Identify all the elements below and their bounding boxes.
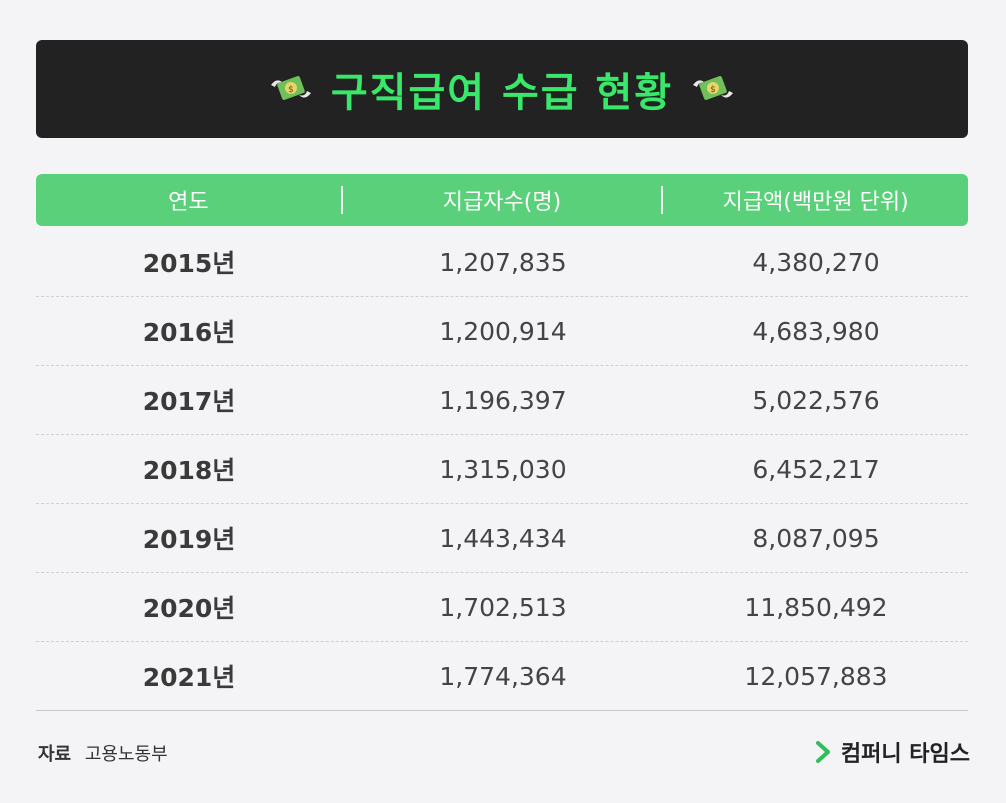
amount-cell: 8,087,095 (752, 523, 880, 553)
year-cell: 2018년 (142, 456, 236, 485)
year-cell: 2020년 (142, 594, 236, 623)
table-row: 2015년 1,207,835 4,380,270 (36, 228, 968, 297)
count-cell: 1,443,434 (439, 523, 567, 553)
table-row: 2019년 1,443,434 8,087,095 (36, 504, 968, 573)
svg-text:$: $ (288, 85, 294, 95)
count-cell: 1,196,397 (439, 385, 567, 415)
table-row: 2017년 1,196,397 5,022,576 (36, 366, 968, 435)
source-note: 자료 고용노동부 (38, 740, 168, 766)
table-row: 2020년 1,702,513 11,850,492 (36, 573, 968, 642)
count-cell: 1,774,364 (439, 661, 567, 691)
column-header-year: 연도 (168, 190, 209, 215)
count-cell: 1,207,835 (439, 247, 567, 277)
year-cell: 2016년 (142, 318, 236, 347)
count-cell: 1,315,030 (439, 454, 567, 484)
chevron-right-icon (815, 741, 830, 763)
column-header-amount: 지급액(백만원 단위) (722, 190, 909, 215)
title-banner: $ 구직급여 수급 현황 $ (36, 40, 968, 138)
count-cell: 1,702,513 (439, 592, 567, 622)
brand-name: 컴퍼니 타임스 (840, 742, 970, 767)
year-cell: 2015년 (142, 249, 236, 278)
brand-logo: 컴퍼니 타임스 (815, 736, 970, 768)
table-body: 2015년 1,207,835 4,380,270 2016년 1,200,91… (36, 228, 968, 711)
flying-money-icon: $ (270, 76, 311, 100)
flying-money-icon: $ (693, 76, 734, 100)
amount-cell: 5,022,576 (752, 385, 880, 415)
table-header: 연도 지급자수(명) 지급액(백만원 단위) (36, 174, 968, 226)
amount-cell: 6,452,217 (752, 454, 880, 484)
amount-cell: 4,683,980 (752, 316, 880, 346)
year-cell: 2019년 (142, 525, 236, 554)
source-label: 자료 (38, 744, 72, 765)
table-row: 2018년 1,315,030 6,452,217 (36, 435, 968, 504)
amount-cell: 12,057,883 (744, 661, 888, 691)
svg-text:$: $ (710, 85, 716, 95)
year-cell: 2021년 (142, 663, 236, 692)
page-title: 구직급여 수급 현황 (330, 70, 674, 116)
column-divider (340, 186, 343, 214)
amount-cell: 4,380,270 (752, 247, 880, 277)
column-header-count: 지급자수(명) (442, 190, 562, 215)
table-row: 2021년 1,774,364 12,057,883 (36, 642, 968, 711)
table-row: 2016년 1,200,914 4,683,980 (36, 297, 968, 366)
year-cell: 2017년 (142, 387, 236, 416)
count-cell: 1,200,914 (439, 316, 567, 346)
source-value: 고용노동부 (84, 744, 168, 765)
column-divider (661, 186, 664, 214)
amount-cell: 11,850,492 (744, 592, 888, 622)
